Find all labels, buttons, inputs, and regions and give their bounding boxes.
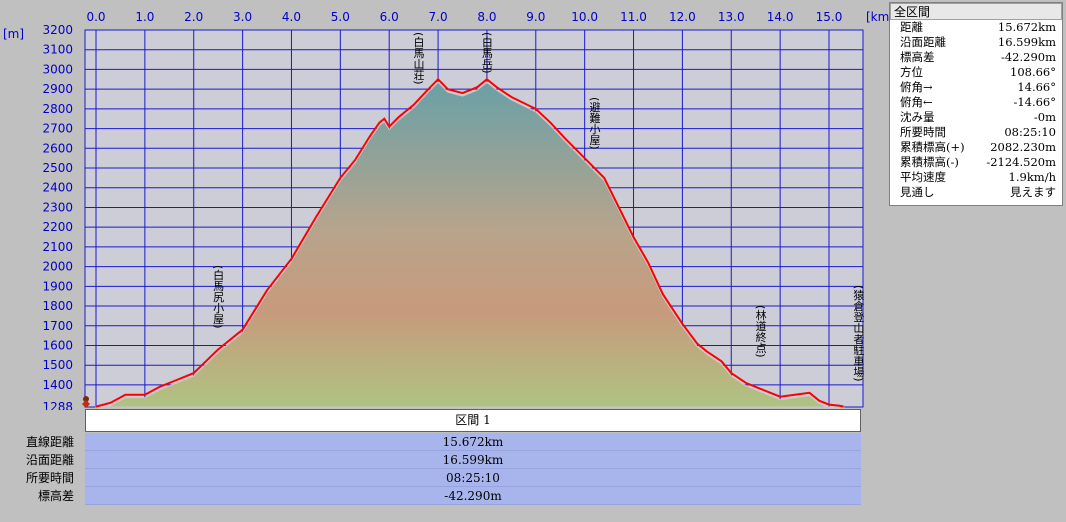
stat-value: 1.9km/h bbox=[1008, 170, 1056, 184]
stat-value: 2082.230m bbox=[990, 140, 1056, 154]
x-tick-label: 8.0 bbox=[477, 10, 496, 24]
stat-label: 俯角← bbox=[900, 95, 933, 109]
stat-label: 見通し bbox=[900, 185, 935, 199]
stat-row: 見通し 見えます bbox=[890, 185, 1062, 200]
y-tick-label: 3000 bbox=[42, 62, 73, 76]
stat-value: 15.672km bbox=[997, 20, 1056, 34]
y-tick-label: 2900 bbox=[42, 82, 73, 96]
stat-value: -2124.520m bbox=[986, 155, 1056, 169]
y-tick-label: 2100 bbox=[42, 240, 73, 254]
hiker-marker-icon bbox=[82, 400, 90, 408]
segment-table: 15.672km 16.599km 08:25:10 -42.290m bbox=[85, 433, 861, 505]
x-tick-label: 13.0 bbox=[718, 10, 745, 24]
x-tick-label: 9.0 bbox=[526, 10, 545, 24]
segment-row-label: 沿面距離 bbox=[25, 453, 74, 467]
place-annotation: (猿倉登山者駐車場) bbox=[852, 285, 865, 382]
stat-row: 所要時間 08:25:10 bbox=[890, 125, 1062, 140]
segment-row-value: 16.599km bbox=[85, 451, 861, 469]
y-tick-label: 1600 bbox=[42, 338, 73, 352]
y-tick-label: 1700 bbox=[42, 319, 73, 333]
y-tick-label: 2500 bbox=[42, 161, 73, 175]
stat-label: 累積標高(+) bbox=[900, 140, 965, 154]
y-tick-label: 1900 bbox=[42, 279, 73, 293]
stat-row: 累積標高(-) -2124.520m bbox=[890, 155, 1062, 170]
stat-label: 距離 bbox=[900, 20, 923, 34]
x-tick-label: 10.0 bbox=[571, 10, 598, 24]
stat-label: 累積標高(-) bbox=[900, 155, 959, 169]
y-tick-label: 1500 bbox=[42, 358, 73, 372]
y-tick-label: 3100 bbox=[42, 43, 73, 57]
stat-row: 方位 108.66° bbox=[890, 65, 1062, 80]
stat-row: 標高差 -42.290m bbox=[890, 50, 1062, 65]
x-tick-label: 0.0 bbox=[86, 10, 105, 24]
elevation-chart: 0.0 1.0 2.0 3.0 4.0 5.0 6.0 7.0 8.0 9.0 10.0 11.0 12… bbox=[3, 10, 894, 410]
stat-row: 沈み量 -0m bbox=[890, 110, 1062, 125]
segment-row-label: 直線距離 bbox=[25, 435, 74, 449]
stat-value: 見えます bbox=[1010, 185, 1056, 199]
y-tick-label: 2800 bbox=[42, 102, 73, 116]
stat-value: 08:25:10 bbox=[1004, 125, 1056, 139]
stat-label: 沈み量 bbox=[900, 110, 935, 124]
stat-label: 方位 bbox=[900, 65, 923, 79]
elevation-area bbox=[95, 81, 845, 410]
stat-row: 俯角← -14.66° bbox=[890, 95, 1062, 110]
stat-label: 俯角→ bbox=[900, 80, 933, 94]
segment-header[interactable]: 区間 1 bbox=[85, 409, 861, 432]
x-tick-label: 14.0 bbox=[767, 10, 794, 24]
stats-header: 全区間 bbox=[890, 3, 1062, 20]
start-marker-icon bbox=[83, 396, 89, 402]
stat-row: 沿面距離 16.599km bbox=[890, 35, 1062, 50]
segment-row-value: -42.290m bbox=[85, 487, 861, 505]
x-tick-label: 4.0 bbox=[282, 10, 301, 24]
y-tick-label: 1400 bbox=[42, 378, 73, 392]
y-tick-label: 2200 bbox=[42, 220, 73, 234]
place-annotation: (白馬尻小屋) bbox=[212, 265, 225, 329]
x-tick-label: 3.0 bbox=[233, 10, 252, 24]
stat-label: 所要時間 bbox=[900, 125, 946, 139]
stat-row: 距離 15.672km bbox=[890, 20, 1062, 35]
x-tick-label: 2.0 bbox=[184, 10, 203, 24]
segment-row-value: 08:25:10 bbox=[85, 469, 861, 487]
stat-value: 108.66° bbox=[1010, 65, 1056, 79]
y-tick-label: 2400 bbox=[42, 181, 73, 195]
x-tick-label: 6.0 bbox=[380, 10, 399, 24]
stat-value: -14.66° bbox=[1013, 95, 1056, 109]
elevation-profile-line bbox=[95, 77, 844, 408]
stat-value: 16.599km bbox=[997, 35, 1056, 49]
y-unit-label: [m] bbox=[3, 27, 24, 41]
stat-label: 標高差 bbox=[900, 50, 935, 64]
place-annotation: (避難小屋) bbox=[588, 97, 601, 150]
y-tick-label: 2300 bbox=[42, 200, 73, 214]
y-tick-label: 2600 bbox=[42, 141, 73, 155]
segment-row-labels: 直線距離沿面距離所要時間標高差 bbox=[0, 433, 80, 505]
place-annotation: (白馬岳) bbox=[480, 32, 493, 74]
stat-label: 沿面距離 bbox=[900, 35, 946, 49]
y-tick-label: 1800 bbox=[42, 299, 73, 313]
stat-value: 14.66° bbox=[1017, 80, 1056, 94]
x-tick-label: 15.0 bbox=[816, 10, 843, 24]
x-tick-label: 1.0 bbox=[135, 10, 154, 24]
y-tick-label: 2700 bbox=[42, 122, 73, 136]
segment-row-label: 標高差 bbox=[37, 489, 74, 503]
place-annotation: (白馬山荘) bbox=[412, 32, 425, 85]
stat-row: 俯角→ 14.66° bbox=[890, 80, 1062, 95]
y-tick-label: 1288 bbox=[42, 400, 73, 410]
stats-panel: 全区間 距離 15.672km 沿面距離 16.599km 標高差 -42.290m 方位 1… bbox=[889, 2, 1063, 206]
x-tick-label: 12.0 bbox=[669, 10, 696, 24]
place-annotation: (林道終点) bbox=[754, 305, 767, 358]
stat-value: -0m bbox=[1033, 110, 1056, 124]
x-tick-label: 11.0 bbox=[620, 10, 647, 24]
segment-row-label: 所要時間 bbox=[25, 471, 74, 485]
stat-row: 累積標高(+) 2082.230m bbox=[890, 140, 1062, 155]
stat-row: 平均速度 1.9km/h bbox=[890, 170, 1062, 185]
stat-label: 平均速度 bbox=[900, 170, 946, 184]
x-tick-label: 5.0 bbox=[331, 10, 350, 24]
y-tick-label: 2000 bbox=[42, 260, 73, 274]
segment-row-value: 15.672km bbox=[85, 433, 861, 451]
x-unit-label: [km] bbox=[866, 10, 894, 24]
x-tick-label: 7.0 bbox=[429, 10, 448, 24]
stat-value: -42.290m bbox=[1000, 50, 1056, 64]
y-tick-label: 3200 bbox=[42, 23, 73, 37]
